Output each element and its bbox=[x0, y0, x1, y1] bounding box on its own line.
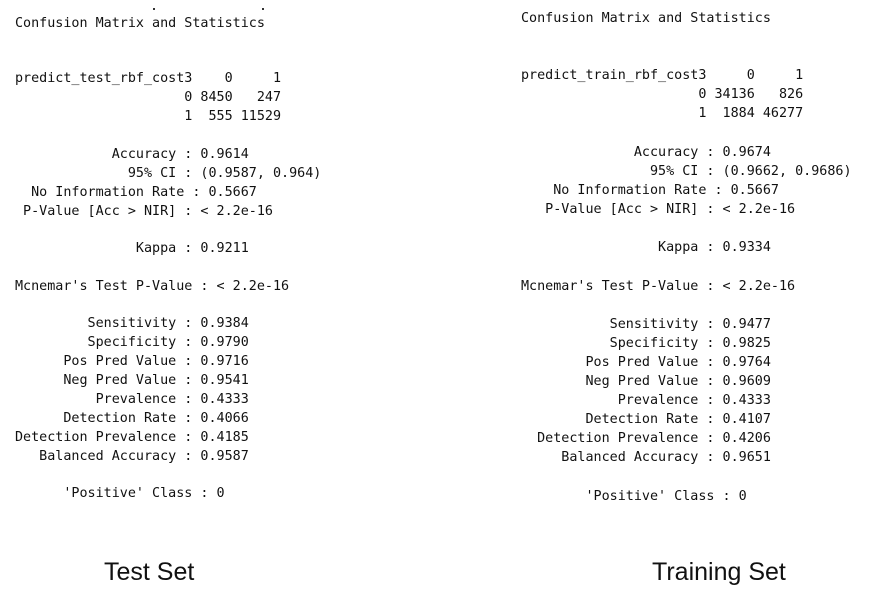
confusion-table-row: 0 8450 247 bbox=[15, 90, 282, 105]
stat-line: Accuracy : 0.9674 bbox=[521, 145, 771, 160]
test-set-panel: Confusion Matrix and Statistics predict_… bbox=[15, 8, 322, 586]
stat-line: P-Value [Acc > NIR] : < 2.2e-16 bbox=[521, 202, 796, 217]
stat-line: Prevalence : 0.4333 bbox=[521, 393, 771, 408]
stat-line: Sensitivity : 0.9477 bbox=[521, 317, 771, 332]
stat-line: Prevalence : 0.4333 bbox=[15, 392, 249, 407]
confusion-table-header: predict_test_rbf_cost3 0 1 bbox=[15, 71, 282, 86]
confusion-table-header: predict_train_rbf_cost3 0 1 bbox=[521, 68, 804, 83]
stat-line: Detection Rate : 0.4066 bbox=[15, 411, 249, 426]
stat-line: Neg Pred Value : 0.9609 bbox=[521, 374, 771, 389]
stat-line: No Information Rate : 0.5667 bbox=[521, 183, 779, 198]
stat-line: Pos Pred Value : 0.9764 bbox=[521, 355, 771, 370]
test-set-caption: Test Set bbox=[104, 558, 195, 586]
mcnemar-line: Mcnemar's Test P-Value : < 2.2e-16 bbox=[15, 279, 290, 294]
kappa-line: Kappa : 0.9211 bbox=[15, 241, 249, 256]
stat-line: No Information Rate : 0.5667 bbox=[15, 185, 257, 200]
stat-line: Specificity : 0.9825 bbox=[521, 336, 771, 351]
stat-line: P-Value [Acc > NIR] : < 2.2e-16 bbox=[15, 204, 273, 219]
mcnemar-line: Mcnemar's Test P-Value : < 2.2e-16 bbox=[521, 279, 796, 294]
confusion-table-row: 1 1884 46277 bbox=[521, 106, 804, 121]
stat-line: Specificity : 0.9790 bbox=[15, 335, 249, 350]
kappa-line: Kappa : 0.9334 bbox=[521, 240, 771, 255]
positive-class-line: 'Positive' Class : 0 bbox=[15, 486, 225, 501]
output-title: Confusion Matrix and Statistics bbox=[15, 16, 265, 31]
confusion-table-row: 1 555 11529 bbox=[15, 109, 282, 124]
stat-line: Detection Prevalence : 0.4206 bbox=[521, 431, 771, 446]
output-title: Confusion Matrix and Statistics bbox=[521, 11, 771, 26]
crop-artifact bbox=[262, 8, 264, 10]
stat-line: Pos Pred Value : 0.9716 bbox=[15, 354, 249, 369]
crop-artifact bbox=[153, 8, 155, 10]
stat-line: Detection Prevalence : 0.4185 bbox=[15, 430, 249, 445]
confusion-table-row: 0 34136 826 bbox=[521, 87, 804, 102]
training-set-caption: Training Set bbox=[652, 558, 786, 586]
stat-line: Balanced Accuracy : 0.9651 bbox=[521, 450, 771, 465]
stat-line: Balanced Accuracy : 0.9587 bbox=[15, 449, 249, 464]
training-set-panel: Confusion Matrix and Statistics predict_… bbox=[440, 0, 880, 598]
stat-line: Neg Pred Value : 0.9541 bbox=[15, 373, 249, 388]
stat-line: Sensitivity : 0.9384 bbox=[15, 316, 249, 331]
positive-class-line: 'Positive' Class : 0 bbox=[521, 489, 747, 504]
stat-line: 95% CI : (0.9662, 0.9686) bbox=[521, 164, 852, 179]
stat-line: Detection Rate : 0.4107 bbox=[521, 412, 771, 427]
stat-line: 95% CI : (0.9587, 0.964) bbox=[15, 166, 322, 181]
stat-line: Accuracy : 0.9614 bbox=[15, 147, 249, 162]
